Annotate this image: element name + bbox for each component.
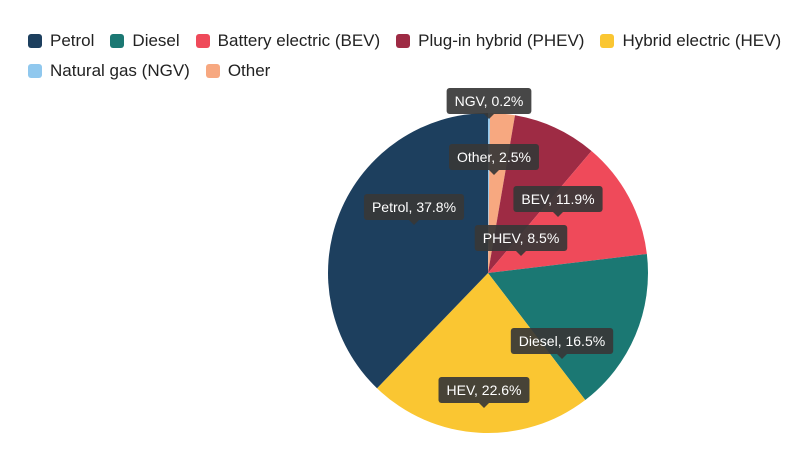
slice-label-box [438,377,530,403]
slice-label-box [510,328,614,354]
legend-swatch [28,34,42,48]
slice-label-text: PHEV, 8.5% [483,230,560,246]
legend-label: Petrol [50,31,95,50]
legend-item-natural-gas-ngv[interactable]: Natural gas (NGV) [28,60,190,82]
legend-swatch [205,64,220,78]
slice-label-pointer [553,212,563,217]
slice-label-other: Other, 2.5% [449,144,539,175]
slice-label-box [363,194,465,220]
legend-label: Other [227,61,271,80]
slice-labels: Petrol, 37.8% Diesel, 16.5% BEV, 11.9% PHEV… [363,88,614,408]
pie-slice-petrol[interactable] [328,113,488,389]
legend-swatch [110,34,125,48]
legend-item-diesel[interactable]: Diesel [110,30,180,52]
slice-label-pointer [479,403,489,408]
slice-label-plug-in-hybrid-phev: PHEV, 8.5% [474,225,568,256]
slice-label-box [513,186,603,212]
slice-label-text: NGV, 0.2% [455,93,524,109]
legend-item-hybrid-electric-hev[interactable]: Hybrid electric (HEV) [600,30,781,52]
slice-label-text: Other, 2.5% [457,149,531,165]
legend-label: Diesel [132,31,180,50]
legend-item-other[interactable]: Other [205,60,271,82]
pie-slice-diesel[interactable] [488,253,648,401]
slice-label-box [446,88,532,114]
chart-legend: Petrol Diesel Battery electric (BEV) Plug-i… [28,30,798,82]
legend-swatch [600,34,615,48]
legend-item-petrol[interactable]: Petrol [28,30,94,52]
slice-label-box [474,225,568,251]
legend-swatch [28,64,42,78]
slice-label-pointer [516,251,526,256]
slice-label-text: BEV, 11.9% [521,191,594,207]
slice-label-text: Petrol, 37.8% [372,199,456,215]
slice-label-diesel: Diesel, 16.5% [510,328,614,359]
slice-label-pointer [484,114,494,119]
slice-label-pointer [557,354,567,359]
slice-label-box [449,144,539,170]
slice-label-pointer [489,170,499,175]
slice-label-pointer [409,220,419,225]
legend-label: Battery electric (BEV) [217,31,381,50]
legend-item-battery-electric-bev[interactable]: Battery electric (BEV) [195,30,381,52]
legend-label: Hybrid electric (HEV) [622,31,782,50]
pie-slice-hybrid-electric-hev[interactable] [377,273,586,434]
slice-label-text: Diesel, 16.5% [519,333,605,349]
legend-label: Natural gas (NGV) [50,61,190,80]
legend-swatch [195,34,210,48]
legend-label: Plug-in hybrid (PHEV) [418,31,585,50]
slice-label-petrol: Petrol, 37.8% [363,194,465,225]
slice-label-text: HEV, 22.6% [447,382,522,398]
legend-item-plug-in-hybrid-phev[interactable]: Plug-in hybrid (PHEV) [396,30,584,52]
slice-label-natural-gas-ngv: NGV, 0.2% [446,88,532,119]
slice-label-battery-electric-bev: BEV, 11.9% [513,186,603,217]
slice-label-hybrid-electric-hev: HEV, 22.6% [438,377,530,408]
legend-swatch [396,34,411,48]
